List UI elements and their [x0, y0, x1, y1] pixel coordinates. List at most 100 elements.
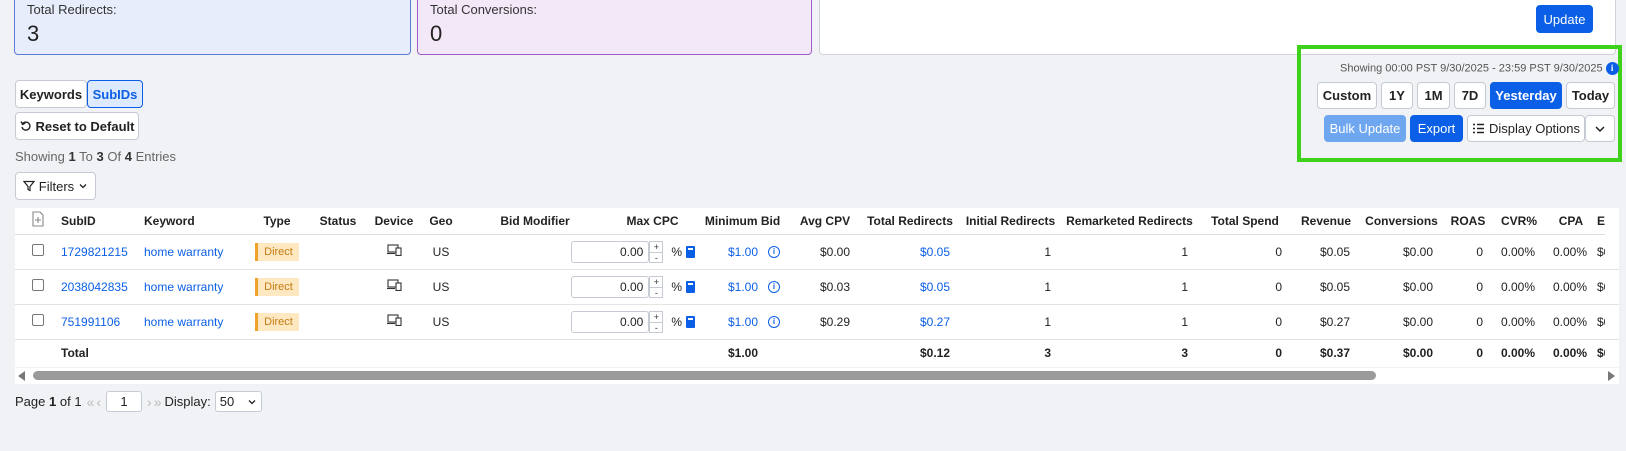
- device-icon: [386, 279, 402, 292]
- prev-page-icon[interactable]: ‹: [96, 393, 102, 410]
- col-total-spend[interactable]: Total Spend: [1198, 208, 1292, 235]
- bid-stepper[interactable]: + -: [649, 310, 664, 333]
- tab-subids[interactable]: SubIDs: [87, 80, 143, 108]
- info-icon[interactable]: i: [1605, 62, 1619, 75]
- row-checkbox[interactable]: [32, 314, 44, 326]
- entries-to: 3: [96, 149, 104, 164]
- add-column-cell[interactable]: [15, 208, 61, 235]
- col-roas[interactable]: ROAS: [1443, 208, 1493, 235]
- keyword-link[interactable]: home warranty: [144, 234, 244, 270]
- col-type[interactable]: Type: [244, 208, 310, 235]
- scroll-left-arrow[interactable]: [18, 371, 25, 381]
- keyword-link[interactable]: home warranty: [144, 269, 244, 305]
- bid-stepper[interactable]: + -: [649, 275, 664, 298]
- display-options-toggle[interactable]: [1585, 115, 1615, 142]
- info-icon[interactable]: i: [768, 316, 780, 329]
- col-geo[interactable]: Geo: [422, 208, 460, 235]
- device-cell: [366, 234, 422, 270]
- subid-link[interactable]: 2038042835: [61, 269, 144, 305]
- cvr-cell: 0.00%: [1545, 234, 1597, 270]
- date-range-display: Showing 00:00 PST 9/30/2025 - 23:59 PST …: [1340, 62, 1619, 75]
- max-cpc-link[interactable]: $1.00: [727, 244, 758, 259]
- max-cpc-link[interactable]: $1.00: [727, 279, 758, 294]
- scroll-thumb[interactable]: [33, 371, 1376, 380]
- pagination: Page 1 of 1 « ‹ 1 › » Display: 50: [15, 391, 262, 412]
- display-select[interactable]: 50: [214, 391, 262, 412]
- scroll-right-arrow[interactable]: [1608, 371, 1615, 381]
- avg-cpv-link[interactable]: $0.05: [860, 269, 960, 305]
- col-remarketed-redirects[interactable]: Remarketed Redirects: [1061, 208, 1198, 235]
- info-icon[interactable]: i: [768, 281, 780, 294]
- table-total-row: Total $1.00 $0.12 3 3 0 $0.37 $0.00 0 0.00% 0.00% $…: [15, 339, 1619, 367]
- display-options-button[interactable]: Display Options: [1467, 115, 1585, 142]
- max-cpc-cell: $1.00 i: [695, 304, 790, 340]
- subid-link[interactable]: 751991106: [61, 304, 144, 340]
- reset-to-default-button[interactable]: Reset to Default: [15, 112, 139, 140]
- col-cpa[interactable]: CPA: [1545, 208, 1597, 235]
- total-cpa: $0.00: [1597, 346, 1605, 361]
- col-status[interactable]: Status: [310, 208, 366, 235]
- data-table: SubID Keyword Type Status Device Geo Bid…: [15, 208, 1619, 367]
- next-page-icon[interactable]: ›: [147, 393, 152, 410]
- filters-button[interactable]: Filters: [15, 172, 96, 200]
- col-keyword[interactable]: Keyword: [144, 208, 244, 235]
- row-select-cell[interactable]: [15, 269, 61, 305]
- subid-link[interactable]: 1729821215: [61, 234, 144, 270]
- col-device[interactable]: Device: [366, 208, 422, 235]
- bid-modifier-input[interactable]: 0.00: [571, 310, 650, 333]
- add-column-icon[interactable]: [31, 211, 45, 227]
- col-revenue[interactable]: Revenue: [1292, 208, 1360, 235]
- calculator-icon[interactable]: [686, 280, 695, 293]
- col-cvr[interactable]: CVR%: [1493, 208, 1545, 235]
- col-total-redirects[interactable]: Total Redirects: [860, 208, 960, 235]
- col-e[interactable]: E: [1597, 208, 1605, 235]
- total-roas: 0.00%: [1500, 346, 1535, 361]
- calculator-icon[interactable]: [686, 315, 695, 328]
- page-input[interactable]: 1: [106, 391, 143, 412]
- tab-keywords[interactable]: Keywords: [15, 80, 87, 108]
- horizontal-scrollbar[interactable]: [15, 368, 1619, 384]
- avg-cpv-link[interactable]: $0.27: [860, 304, 960, 340]
- col-avg-cpv[interactable]: Avg CPV: [790, 208, 860, 235]
- col-max-cpc[interactable]: Max CPC: [610, 208, 695, 235]
- last-page-icon[interactable]: »: [153, 393, 162, 410]
- row-select-cell[interactable]: [15, 234, 61, 270]
- col-minimum-bid[interactable]: Minimum Bid: [695, 208, 790, 235]
- range-1m-button[interactable]: 1M: [1417, 82, 1450, 109]
- total-spend-cell: $0.05: [1292, 269, 1360, 305]
- total-conversions-value: 0: [430, 21, 443, 46]
- type-badge: Direct: [255, 312, 299, 331]
- calculator-icon[interactable]: [686, 245, 695, 258]
- update-button[interactable]: Update: [1536, 5, 1593, 33]
- device-cell: [366, 304, 422, 340]
- max-cpc-link[interactable]: $1.00: [727, 314, 758, 329]
- total-spend: $0.37: [1319, 346, 1350, 361]
- col-conversions[interactable]: Conversions: [1360, 208, 1443, 235]
- roas-cell: 0.00%: [1493, 304, 1545, 340]
- bulk-update-button[interactable]: Bulk Update: [1324, 115, 1406, 142]
- first-page-icon[interactable]: «: [86, 393, 95, 410]
- page-word: Page: [15, 394, 46, 409]
- entries-of-word: Of: [107, 149, 122, 164]
- bid-modifier-input[interactable]: 0.00: [571, 275, 650, 298]
- range-7d-button[interactable]: 7D: [1454, 82, 1486, 109]
- row-select-cell[interactable]: [15, 304, 61, 340]
- bid-modifier-input[interactable]: 0.00: [571, 240, 650, 263]
- range-yesterday-button[interactable]: Yesterday: [1490, 82, 1562, 109]
- bid-unit: %: [671, 279, 682, 294]
- export-button[interactable]: Export: [1410, 115, 1463, 142]
- col-initial-redirects[interactable]: Initial Redirects: [960, 208, 1061, 235]
- roas-cell: 0.00%: [1493, 234, 1545, 270]
- col-subid[interactable]: SubID: [61, 208, 144, 235]
- bid-stepper[interactable]: + -: [649, 240, 664, 263]
- info-icon[interactable]: i: [768, 246, 780, 259]
- total-remarketed: 0: [1275, 346, 1282, 361]
- row-checkbox[interactable]: [32, 279, 44, 291]
- range-custom-button[interactable]: Custom: [1317, 82, 1377, 109]
- range-1y-button[interactable]: 1Y: [1381, 82, 1413, 109]
- col-bid-modifier[interactable]: Bid Modifier: [460, 208, 610, 235]
- keyword-link[interactable]: home warranty: [144, 304, 244, 340]
- range-today-button[interactable]: Today: [1566, 82, 1615, 109]
- row-checkbox[interactable]: [32, 244, 44, 256]
- avg-cpv-link[interactable]: $0.05: [860, 234, 960, 270]
